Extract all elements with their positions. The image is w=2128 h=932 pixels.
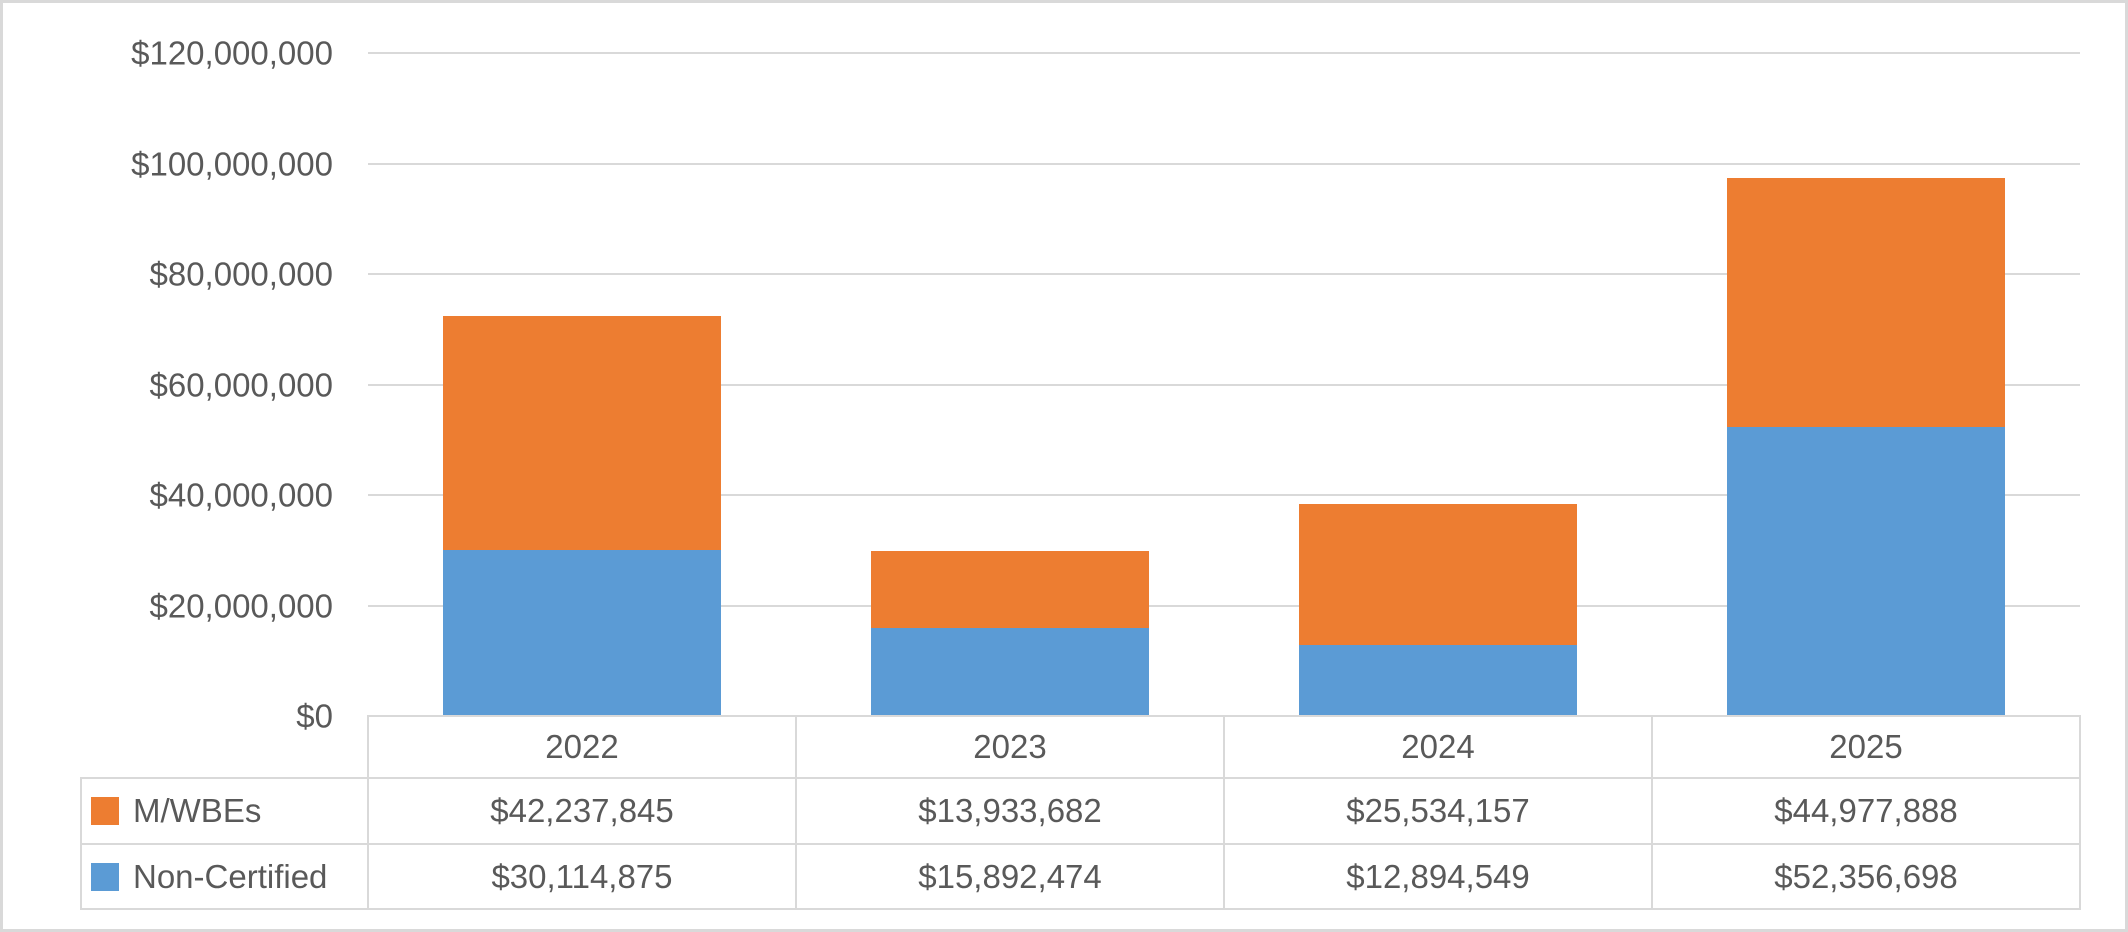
y-axis-tick-label: $40,000,000 [149, 476, 333, 514]
year-header-cell: 2024 [1401, 728, 1475, 765]
bar-segment-non-certified-2024 [1299, 644, 1577, 716]
legend-label-non-certified: Non-Certified [133, 857, 328, 895]
value-cell-non-certified-2023: $15,892,474 [918, 857, 1102, 895]
legend-label-m-wbes: M/WBEs [133, 792, 262, 829]
m-wbes-legend-key-icon [91, 797, 119, 825]
table-border-line [80, 843, 2081, 845]
table-border-line [367, 715, 369, 910]
table-border-line [2079, 715, 2081, 910]
value-cell-m-wbes-2025: $44,977,888 [1774, 792, 1958, 829]
bar-segment-non-certified-2022 [443, 549, 721, 716]
y-gridline [368, 162, 2080, 165]
y-axis-tick-label: $100,000,000 [131, 145, 333, 182]
table-border-line [795, 715, 797, 910]
y-axis-tick-label: $60,000,000 [149, 366, 333, 403]
bar-segment-m-wbes-2024 [1299, 503, 1577, 645]
value-cell-m-wbes-2024: $25,534,157 [1346, 792, 1530, 829]
non-certified-legend-key-icon [91, 862, 119, 891]
value-cell-m-wbes-2022: $42,237,845 [490, 792, 674, 829]
y-gridline [368, 383, 2080, 386]
value-cell-non-certified-2024: $12,894,549 [1346, 857, 1530, 895]
y-axis-tick-label: $120,000,000 [131, 34, 333, 72]
year-header-cell: 2022 [545, 728, 619, 765]
year-header-cell: 2023 [973, 728, 1047, 765]
bar-segment-non-certified-2023 [871, 628, 1149, 716]
bar-segment-non-certified-2025 [1727, 426, 2005, 716]
legend-cell-non-certified: Non-Certified [81, 844, 368, 909]
table-border-line [1223, 715, 1225, 910]
year-header-cell: 2025 [1829, 728, 1903, 765]
y-gridline [368, 273, 2080, 275]
value-cell-non-certified-2025: $52,356,698 [1774, 857, 1958, 895]
y-gridline [368, 52, 2080, 54]
bar-segment-m-wbes-2022 [443, 316, 721, 550]
y-axis-tick-label: $0 [296, 697, 333, 735]
value-cell-non-certified-2022: $30,114,875 [491, 857, 673, 895]
y-gridline [368, 494, 2080, 496]
legend-cell-m-wbes: M/WBEs [81, 778, 368, 844]
value-cell-m-wbes-2023: $13,933,682 [918, 792, 1102, 829]
table-border-line [80, 908, 2081, 910]
bar-segment-m-wbes-2025 [1727, 178, 2005, 427]
table-border-line [80, 777, 82, 910]
bar-segment-m-wbes-2023 [871, 551, 1149, 629]
y-axis-tick-label: $20,000,000 [149, 587, 333, 624]
table-border-line [1651, 715, 1653, 910]
table-border-line [80, 777, 2081, 779]
y-gridline [368, 604, 2080, 607]
y-axis-tick-label: $80,000,000 [149, 255, 333, 293]
